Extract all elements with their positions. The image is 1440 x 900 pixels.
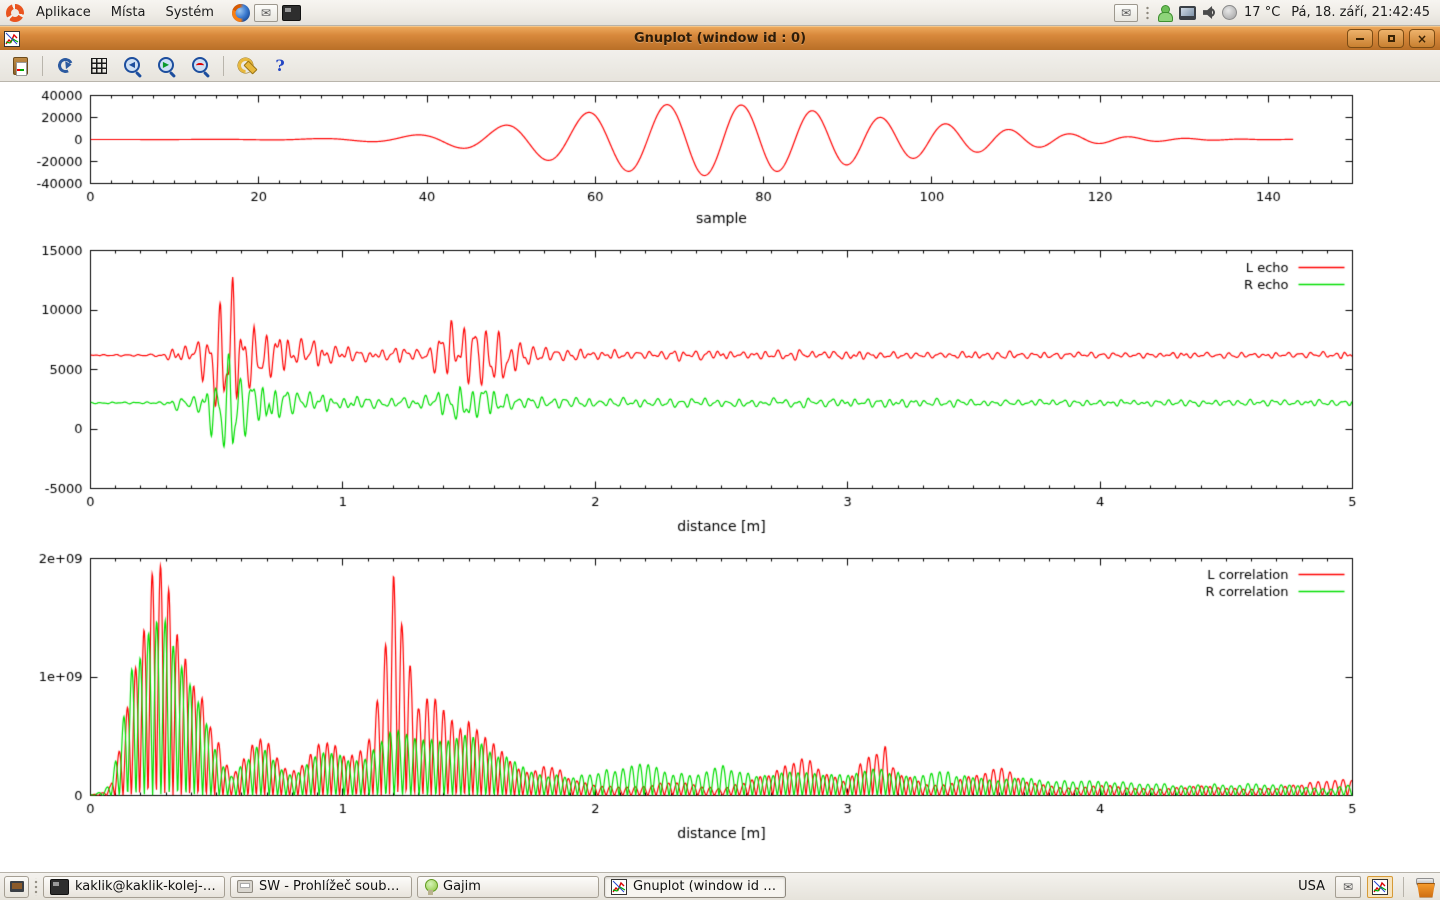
gnuplot-icon xyxy=(1372,879,1388,895)
close-button[interactable]: × xyxy=(1409,29,1435,48)
firefox-launcher-icon[interactable] xyxy=(231,3,250,22)
clock-label[interactable]: Pá, 18. září, 21:42:45 xyxy=(1291,5,1430,20)
taskbar-item-label: Gnuplot (window id : 0) xyxy=(633,879,779,894)
taskbar-item-label: SW - Prohlížeč souborů xyxy=(259,879,405,894)
speaker-wave-icon xyxy=(1210,8,1216,17)
taskbar-item-label: kaklik@kaklik-kolej-u... xyxy=(75,879,218,894)
terminal-launcher-icon[interactable] xyxy=(281,4,301,21)
toggle-grid-button[interactable] xyxy=(87,54,111,78)
mail-notification-icon[interactable]: ✉ xyxy=(1114,3,1139,22)
toolbar-separator xyxy=(223,55,224,76)
close-icon: × xyxy=(1416,31,1428,46)
zoom-previous-icon: ◀ xyxy=(123,56,143,76)
panel-separator-dots xyxy=(1145,4,1151,21)
clipboard-icon xyxy=(12,56,28,76)
minimize-icon xyxy=(1356,37,1364,40)
weather-icon[interactable] xyxy=(1222,5,1238,20)
wrench-icon xyxy=(236,56,256,76)
taskbar-separator xyxy=(1403,876,1404,897)
tray-window-selector-gnuplot[interactable] xyxy=(1367,875,1393,898)
gnuplot-toolbar: ◀ ▶ ? xyxy=(0,50,1440,82)
volume-icon[interactable] xyxy=(1203,6,1216,19)
minimize-button[interactable] xyxy=(1347,29,1373,48)
taskbar-handle[interactable] xyxy=(34,877,38,896)
display-icon[interactable] xyxy=(1179,5,1197,20)
help-icon: ? xyxy=(275,56,285,75)
gnuplot-icon xyxy=(611,879,627,895)
tray-mail-icon[interactable]: ✉ xyxy=(1335,875,1361,898)
copy-to-clipboard-button[interactable] xyxy=(8,54,32,78)
keyboard-layout-indicator[interactable]: USA xyxy=(1298,879,1325,894)
taskbar-item-gnuplot[interactable]: Gnuplot (window id : 0) xyxy=(604,875,786,898)
trash-icon[interactable] xyxy=(1414,877,1436,897)
gajim-icon xyxy=(424,878,438,895)
taskbar-right-area: USA ✉ xyxy=(1294,875,1436,898)
settings-button[interactable] xyxy=(234,54,258,78)
unzoom-button[interactable] xyxy=(189,54,213,78)
zoom-next-button[interactable]: ▶ xyxy=(155,54,179,78)
toolbar-separator xyxy=(42,55,43,76)
menu-places[interactable]: Místa xyxy=(110,5,146,20)
maximize-icon xyxy=(1387,35,1395,42)
zoom-next-arrow: ▶ xyxy=(162,59,170,69)
file-manager-icon xyxy=(237,880,253,893)
replot-button[interactable] xyxy=(53,54,77,78)
gnuplot-canvas[interactable] xyxy=(0,82,1440,872)
zoom-prev-arrow: ◀ xyxy=(128,59,136,69)
taskbar-item-gajim[interactable]: Gajim xyxy=(417,875,599,898)
maximize-button[interactable] xyxy=(1378,29,1404,48)
refresh-icon xyxy=(55,55,75,76)
gnome-top-panel: Aplikace Místa Systém ✉ ✉ 17 °C Pá, 18. … xyxy=(0,0,1440,26)
user-switcher-icon[interactable] xyxy=(1157,5,1174,22)
window-titlebar[interactable]: Gnuplot (window id : 0) × xyxy=(0,26,1440,50)
menu-applications[interactable]: Aplikace xyxy=(36,5,91,20)
taskbar-item-label: Gajim xyxy=(443,879,481,894)
unzoom-curve xyxy=(196,62,204,68)
show-desktop-button[interactable] xyxy=(4,875,29,898)
zoom-previous-button[interactable]: ◀ xyxy=(121,54,145,78)
temperature-label: 17 °C xyxy=(1244,5,1281,20)
mail-launcher-icon[interactable]: ✉ xyxy=(253,3,278,22)
grid-icon xyxy=(91,57,107,74)
terminal-icon xyxy=(50,878,69,895)
desktop-icon xyxy=(9,881,24,892)
panel-status-area: ✉ 17 °C Pá, 18. září, 21:42:45 xyxy=(1114,3,1434,22)
help-button[interactable]: ? xyxy=(268,54,292,78)
taskbar-item-file-browser[interactable]: SW - Prohlížeč souborů xyxy=(230,875,412,898)
bottom-taskbar: kaklik@kaklik-kolej-u... SW - Prohlížeč … xyxy=(0,872,1440,900)
ubuntu-logo-icon[interactable] xyxy=(6,3,24,22)
window-title: Gnuplot (window id : 0) xyxy=(633,31,807,46)
menu-system[interactable]: Systém xyxy=(165,5,214,20)
speaker-body-icon xyxy=(1203,6,1213,19)
unzoom-icon xyxy=(191,56,211,76)
zoom-next-icon: ▶ xyxy=(157,56,177,76)
taskbar-item-terminal[interactable]: kaklik@kaklik-kolej-u... xyxy=(43,875,225,898)
